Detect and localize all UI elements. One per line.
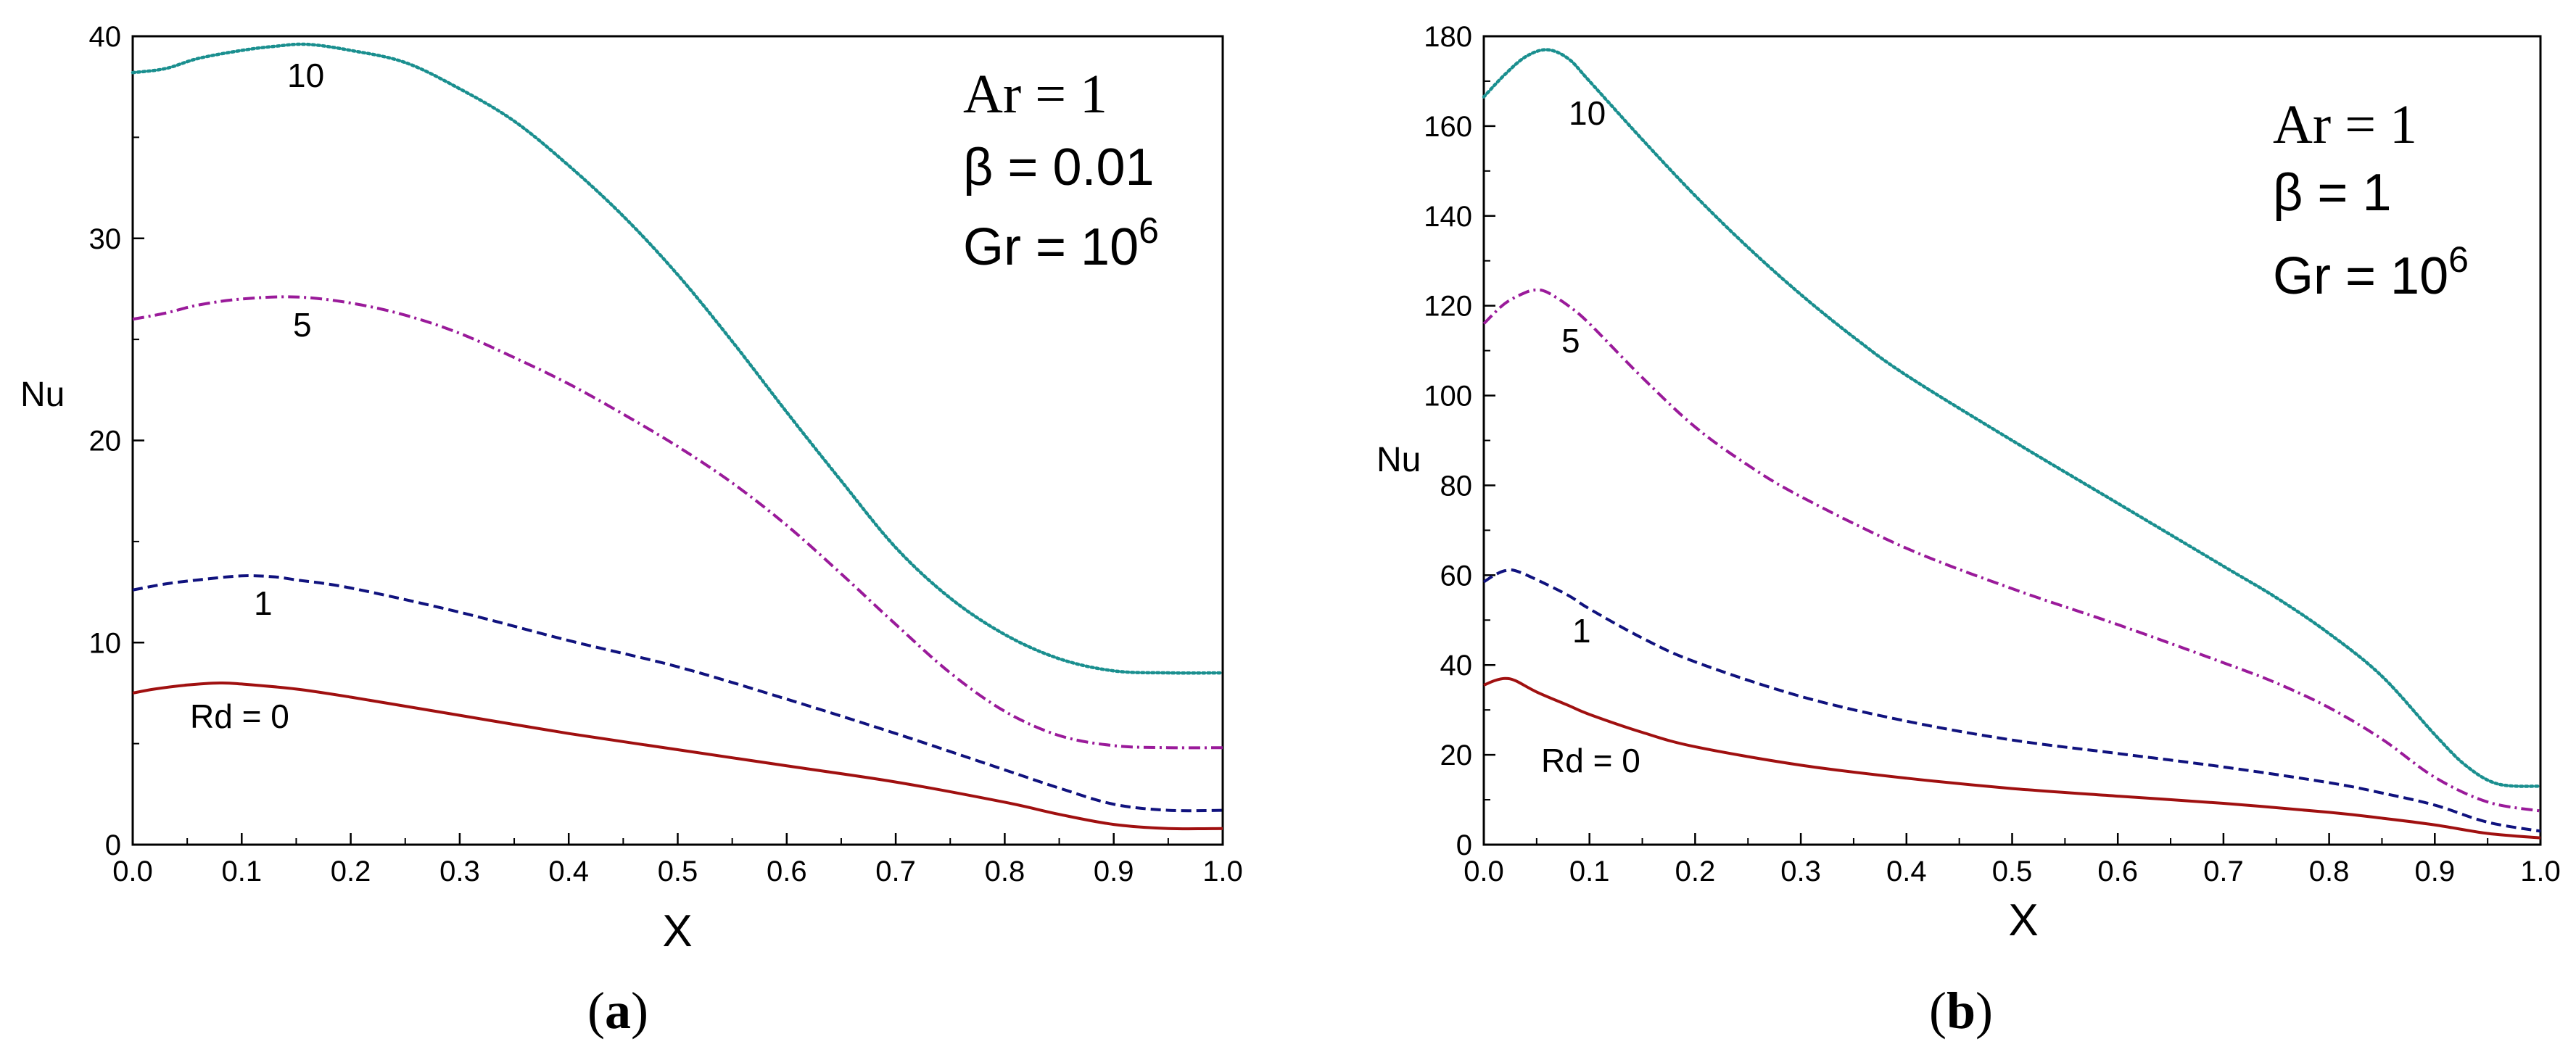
annotation-gr-base-a: Gr = 10	[963, 218, 1139, 276]
x-tick-label: 0.6	[767, 856, 807, 887]
y-tick-label: 40	[1440, 650, 1473, 682]
y-tick-label: 10	[89, 627, 122, 659]
y-tick-label: 40	[89, 21, 122, 53]
y-tick-label: 20	[1440, 740, 1473, 771]
annotation-gr-base-b: Gr = 10	[2273, 247, 2448, 305]
x-tick-label: 1.0	[1202, 856, 1243, 887]
y-tick-label: 160	[1424, 111, 1472, 143]
y-tick-label: 0	[1456, 829, 1472, 861]
x-tick-label: 0.3	[1780, 856, 1821, 887]
x-tick-label: 0.4	[548, 856, 589, 887]
annotation-ar-b: Ar = 1	[2273, 94, 2417, 155]
panel-label-a: (a)	[587, 982, 648, 1040]
series-line-b-rd-0	[1483, 676, 2541, 840]
x-tick-label: 0.9	[2414, 856, 2455, 887]
y-tick-label: 100	[1424, 381, 1472, 413]
series-line-a-5	[132, 295, 1223, 750]
y-tick-label: 140	[1424, 201, 1472, 233]
x-tick-label: 0.8	[2309, 856, 2350, 887]
x-tick-label: 0.1	[221, 856, 262, 887]
series-line-b-5	[1482, 288, 2541, 813]
axes-b: 0.0 0.1 0.2 0.3 0.4 0.5 0.6 0.7 0.8 0.9 1.0 0 20 40 6…	[1424, 21, 2561, 887]
x-tick-label: 0.5	[1992, 856, 2033, 887]
y-tick-label: 120	[1424, 291, 1472, 323]
y-axis-label-b: Nu	[1376, 441, 1421, 479]
curve-label-b-rd0: Rd = 0	[1541, 742, 1640, 779]
x-tick-label: 0.9	[1094, 856, 1134, 887]
x-tick-label: 0.8	[985, 856, 1025, 887]
y-tick-label: 80	[1440, 470, 1473, 502]
series-group-b	[1482, 48, 2543, 840]
annotation-gr-b: Gr = 106	[2273, 239, 2469, 305]
axes-a: 0.0 0.1 0.2 0.3 0.4 0.5 0.6 0.7 0.8 0.9 1.0 0 10 20 3…	[89, 21, 1243, 887]
series-line-a-1	[132, 574, 1223, 813]
y-tick-label: 180	[1424, 21, 1472, 53]
curve-label-b-1: 1	[1572, 612, 1591, 650]
y-tick-label: 20	[89, 426, 122, 457]
x-tick-label: 0.2	[331, 856, 371, 887]
y-axis-label-a: Nu	[20, 376, 65, 414]
chart-panel-b: 0.0 0.1 0.2 0.3 0.4 0.5 0.6 0.7 0.8 0.9 1.0 0 20 40 6…	[1376, 21, 2561, 1040]
y-tick-label: 30	[89, 223, 122, 255]
x-tick-label: 0.5	[658, 856, 698, 887]
series-line-a-rd-0	[132, 681, 1223, 831]
curve-label-a-10: 10	[287, 57, 324, 94]
x-tick-label: 0.6	[2097, 856, 2138, 887]
curve-label-b-5: 5	[1561, 322, 1580, 360]
annotation-gr-a: Gr = 106	[963, 210, 1159, 276]
x-tick-label: 0.2	[1675, 856, 1716, 887]
panel-label-letter-a: a	[605, 982, 631, 1040]
x-tick-label: 0.7	[2203, 856, 2244, 887]
x-ticks-a: 0.0 0.1 0.2 0.3 0.4 0.5 0.6 0.7 0.8 0.9 1.0	[112, 833, 1243, 887]
series-line-b-10	[1482, 48, 2543, 788]
y-tick-label: 60	[1440, 560, 1473, 592]
x-tick-label: 0.0	[1464, 856, 1504, 887]
annotation-beta-b: β = 1	[2273, 164, 2392, 222]
annotation-ar-a: Ar = 1	[963, 64, 1107, 125]
x-axis-label-b: X	[2008, 895, 2038, 945]
x-tick-label: 0.1	[1569, 856, 1610, 887]
curve-label-a-1: 1	[254, 584, 273, 622]
annotation-gr-exp-b: 6	[2448, 239, 2469, 280]
series-group-a	[131, 42, 1225, 831]
series-line-a-10	[131, 42, 1225, 675]
annotation-beta-a: β = 0.01	[963, 138, 1155, 196]
y-ticks-b: 0 20 40 60 80 100 120 140 160 180	[1424, 21, 1495, 861]
panel-label-letter-b: b	[1947, 982, 1976, 1040]
series-line-b-1	[1482, 568, 2541, 833]
curve-label-b-10: 10	[1569, 94, 1606, 132]
curve-label-a-5: 5	[293, 306, 312, 344]
x-tick-label: 0.7	[875, 856, 916, 887]
y-tick-label: 0	[105, 829, 121, 861]
x-ticks-b: 0.0 0.1 0.2 0.3 0.4 0.5 0.6 0.7 0.8 0.9 1.0	[1464, 833, 2561, 887]
x-tick-label: 0.3	[439, 856, 480, 887]
curve-label-a-rd0: Rd = 0	[190, 697, 289, 735]
chart-panel-a: 0.0 0.1 0.2 0.3 0.4 0.5 0.6 0.7 0.8 0.9 1.0 0 10 20 3…	[20, 21, 1243, 1040]
annotation-gr-exp-a: 6	[1139, 210, 1159, 251]
x-tick-label: 0.0	[112, 856, 153, 887]
x-axis-label-a: X	[662, 906, 692, 956]
y-ticks-a: 0 10 20 30 40	[89, 21, 144, 861]
panel-label-b: (b)	[1929, 982, 1993, 1040]
x-tick-label: 1.0	[2520, 856, 2561, 887]
x-tick-label: 0.4	[1886, 856, 1927, 887]
